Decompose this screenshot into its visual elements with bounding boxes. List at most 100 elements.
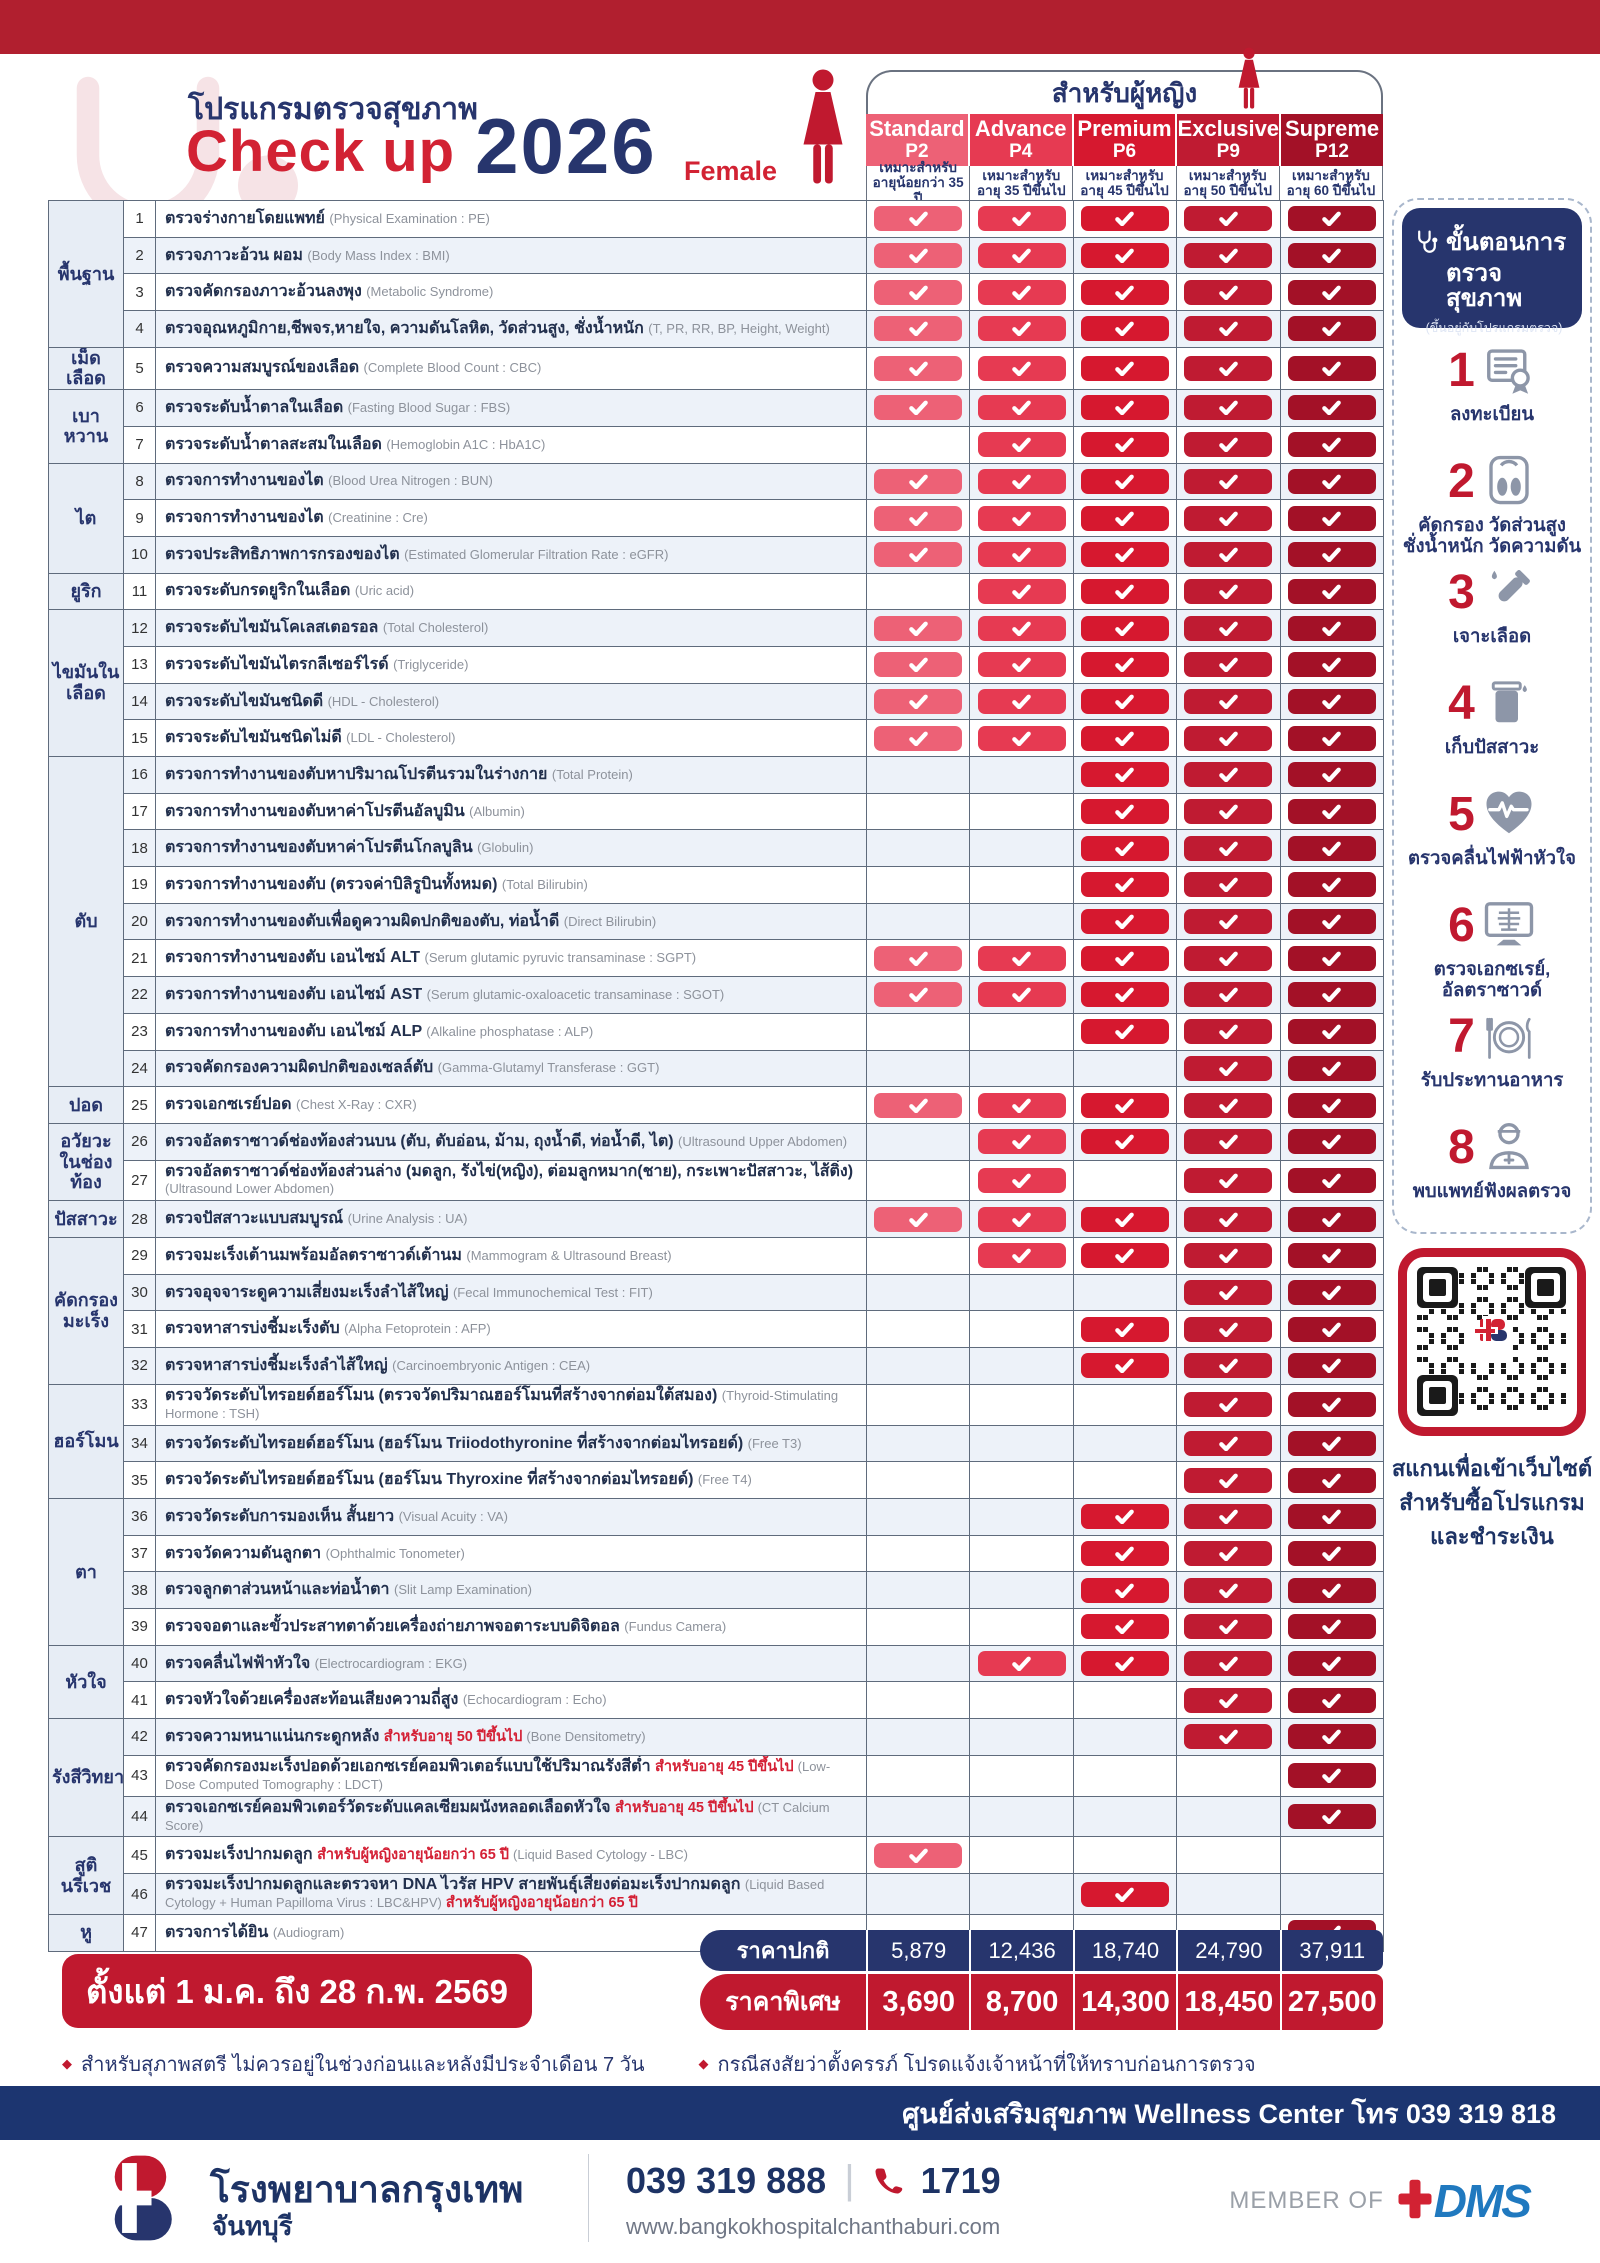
check-cell xyxy=(1279,462,1384,501)
step-label: เก็บปัสสาวะ xyxy=(1444,736,1540,757)
check-chip-p4 xyxy=(977,279,1066,305)
check-chip-p12 xyxy=(1287,835,1376,861)
check-chip-p6 xyxy=(1080,1614,1169,1640)
check-cell xyxy=(1176,1681,1281,1720)
check-icon xyxy=(1115,914,1135,930)
check-icon xyxy=(1322,547,1342,563)
check-cell xyxy=(1072,425,1178,464)
test-number: 21 xyxy=(123,939,156,978)
check-chip-p12 xyxy=(1287,615,1376,641)
check-cell xyxy=(969,1608,1074,1646)
test-name: ตรวจหัวใจด้วยเครื่องสะท้อนเสียงความถี่สู… xyxy=(155,1681,867,1720)
check-cell xyxy=(865,1644,971,1683)
test-name: ตรวจการทำงานของไต (Blood Urea Nitrogen :… xyxy=(155,462,867,501)
check-chip-p6 xyxy=(1080,316,1169,342)
check-cell xyxy=(969,1347,1074,1385)
check-chip-p9 xyxy=(1184,1206,1273,1232)
normal-price-value: 12,436 xyxy=(969,1930,1073,1971)
step-number: 7 xyxy=(1448,1010,1475,1063)
program-code: P9 xyxy=(1216,140,1240,162)
check-cell xyxy=(969,1310,1074,1349)
check-icon xyxy=(1322,1730,1342,1745)
check-icon xyxy=(1322,1509,1342,1525)
step-number: 4 xyxy=(1448,677,1475,730)
check-cell xyxy=(969,425,1074,464)
check-cell xyxy=(1279,1049,1384,1088)
special-price-label: ราคาพิเศษ xyxy=(700,1974,866,2030)
blood-tube-icon xyxy=(1482,564,1536,623)
footnote-2: ◆ กรณีสงสัยว่าตั้งครรภ์ โปรดแจ้งเจ้าหน้าท… xyxy=(698,2054,1256,2076)
test-name: ตรวจระดับกรดยูริกในเลือด (Uric acid) xyxy=(155,572,867,611)
check-chip-p9 xyxy=(1184,468,1273,494)
check-cell xyxy=(1176,1086,1281,1124)
check-chip-p9 xyxy=(1184,432,1273,458)
check-cell xyxy=(1279,866,1384,904)
test-name: ตรวจคัดกรองภาวะอ้วนลงพุง (Metabolic Synd… xyxy=(155,273,867,312)
check-icon xyxy=(1115,621,1135,636)
category-cell: ปอด xyxy=(48,1086,124,1124)
check-icon xyxy=(1115,1024,1135,1040)
check-chip-p12 xyxy=(1287,1724,1376,1750)
test-row: อวัยวะในช่องท้อง 26 ตรวจอัลตราซาวด์ช่องท้อ… xyxy=(48,1122,1384,1202)
check-chip-p6 xyxy=(1080,1092,1169,1118)
test-row: หัวใจ 40 ตรวจคลื่นไฟฟ้าหัวใจ (Electrocardi… xyxy=(48,1644,1384,1720)
check-cell xyxy=(1176,1534,1281,1573)
check-icon xyxy=(1012,621,1031,636)
check-cell xyxy=(1072,389,1178,427)
test-number: 27 xyxy=(123,1159,156,1202)
test-number: 9 xyxy=(123,499,156,537)
check-icon xyxy=(1012,211,1031,227)
test-number: 29 xyxy=(123,1237,156,1275)
check-cell xyxy=(865,1608,971,1646)
test-name: ตรวจระดับไขมันไตรกลีเซอร์ไรด์ (Triglycer… xyxy=(155,645,867,684)
check-icon xyxy=(1322,321,1342,337)
check-chip-p6 xyxy=(1080,909,1169,935)
test-row: ปัสสาวะ 28 ตรวจปัสสาวะแบบสมบูรณ์ (Urine An… xyxy=(48,1200,1384,1239)
check-cell xyxy=(1279,1873,1384,1915)
check-chip-p2 xyxy=(874,505,963,531)
promo-period-badge: ตั้งแต่ 1 ม.ค. ถึง 28 ก.พ. 2569 xyxy=(62,1954,532,2028)
test-row: 34 ตรวจวัดระดับไทรอยด์ฮอร์โมน (ฮอร์โมน Tr… xyxy=(49,1424,1384,1463)
qr-caption: สแกนเพื่อเข้าเว็บไซต์ สำหรับซื้อโปรแกรม … xyxy=(1391,1456,1593,1550)
test-row: 22 ตรวจการทำงานของตับ เอนไซม์ AST (Serum … xyxy=(49,976,1384,1014)
check-cell xyxy=(865,1534,971,1573)
step-item: 4 เก็บปัสสาวะ xyxy=(1394,673,1590,784)
check-chip-p9 xyxy=(1184,615,1273,641)
check-cell xyxy=(1176,425,1281,464)
member-of-block: MEMBER OF DMS xyxy=(1229,2174,1532,2228)
check-chip-p9 xyxy=(1184,1614,1273,1640)
check-icon xyxy=(1322,804,1342,820)
xray-icon xyxy=(1482,897,1536,956)
category-cell: เม็ดเลือด xyxy=(48,346,124,391)
test-row: 37 ตรวจวัดความดันลูกตา (Ophthalmic Tonome… xyxy=(49,1534,1384,1573)
check-chip-p9 xyxy=(1184,279,1273,305)
female-icon xyxy=(803,69,843,184)
check-chip-p12 xyxy=(1287,1019,1376,1045)
check-chip-p12 xyxy=(1287,1763,1376,1789)
check-cell xyxy=(1176,1795,1281,1838)
check-chip-p6 xyxy=(1080,1019,1169,1045)
check-chip-p2 xyxy=(874,1206,963,1232)
test-row: 41 ตรวจหัวใจด้วยเครื่องสะท้อนเสียงความถี่… xyxy=(49,1681,1384,1720)
test-name: ตรวจการทำงานของไต (Creatinine : Cre) xyxy=(155,499,867,537)
check-cell xyxy=(865,1049,971,1088)
check-icon xyxy=(1322,657,1342,673)
test-row: 7 ตรวจระดับน้ำตาลสะสมในเลือด (Hemoglobin … xyxy=(49,425,1384,464)
check-cell xyxy=(1176,976,1281,1014)
check-icon xyxy=(1219,1173,1238,1188)
check-icon xyxy=(908,694,928,709)
check-chip-p9 xyxy=(1184,1467,1273,1493)
check-icon xyxy=(1322,877,1342,893)
check-cell xyxy=(969,346,1074,391)
check-icon xyxy=(908,657,928,673)
special-price-value: 18,450 xyxy=(1176,1974,1280,2030)
check-icon xyxy=(1115,248,1135,264)
check-icon xyxy=(1219,621,1238,636)
check-icon xyxy=(1219,547,1238,563)
check-chip-p6 xyxy=(1080,982,1169,1008)
hospital-logo xyxy=(107,2155,172,2241)
check-cell xyxy=(865,1571,971,1610)
check-icon xyxy=(1219,1473,1238,1488)
program-code: P4 xyxy=(1009,140,1033,162)
check-chip-p2 xyxy=(874,688,963,714)
